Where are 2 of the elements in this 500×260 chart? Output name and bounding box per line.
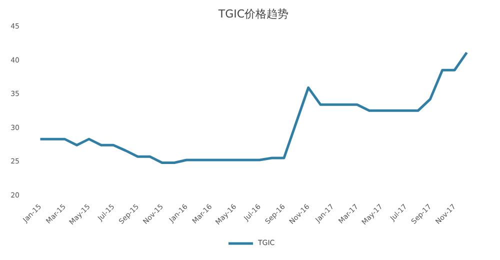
chart-title: TGIC价格趋势	[217, 8, 289, 20]
line-series	[39, 51, 468, 164]
